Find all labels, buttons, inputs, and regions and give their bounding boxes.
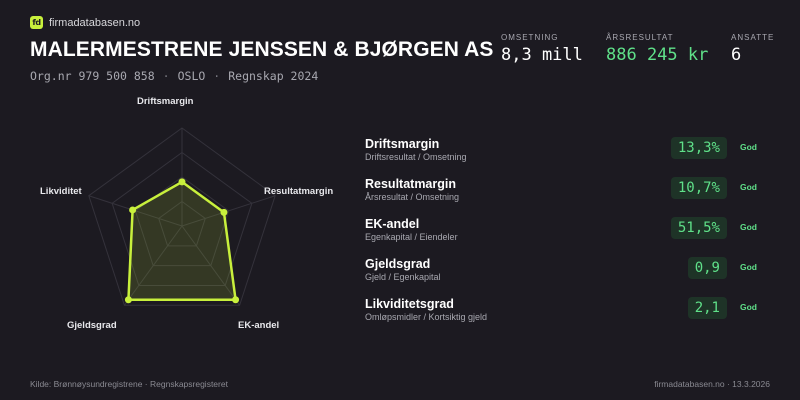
metric-value: 13,3% (670, 137, 727, 159)
radar-grid-spoke (181, 225, 241, 306)
org-label: Org.nr (30, 69, 72, 83)
metric-rating-badge: God (740, 302, 757, 312)
metric-name: EK-andel (365, 217, 420, 231)
radar-grid-spoke (123, 225, 183, 306)
metric-description: Egenkapital / Eiendeler (365, 232, 458, 242)
metric-rating-badge: God (740, 262, 757, 272)
radar-grid (88, 127, 276, 306)
radar-grid-ring-3 (111, 151, 253, 286)
company-meta: Org.nr 979 500 858 · OSLO · Regnskap 2024 (30, 69, 319, 83)
metric-value: 2,1 (687, 297, 727, 319)
metric-rating-badge: God (740, 142, 757, 152)
kpi-ansatte: ANSATTE 6 (731, 33, 774, 65)
metric-description: Årsresultat / Omsetning (365, 192, 460, 202)
kpi-value: 6 (731, 45, 742, 65)
firmadatabasen-logo-icon: fd (30, 16, 43, 29)
radar-data (124, 178, 240, 304)
kpi-value: 8,3 mill (501, 45, 583, 65)
metric-name: Likviditetsgrad (365, 297, 454, 311)
metric-value: 0,9 (687, 257, 727, 279)
org-number: 979 500 858 (78, 69, 155, 83)
metric-name: Gjeldsgrad (365, 257, 431, 271)
company-name: MALERMESTRENE JENSSEN & BJØRGEN AS (30, 38, 494, 61)
radar-grid-ring-1 (158, 200, 206, 247)
radar-point-driftsmargin (178, 178, 186, 186)
kpi-arsresultat: ÅRSRESULTAT 886 245 kr (606, 33, 708, 65)
brand-name: firmadatabasen.no (49, 16, 141, 29)
radar-area (127, 180, 237, 301)
radar-axis-driftsmargin: Driftsmargin (137, 96, 194, 107)
metric-likviditetsgrad: Likviditetsgrad Omløpsmidler / Kortsikti… (365, 297, 765, 329)
kpi-label: ANSATTE (731, 33, 775, 42)
kpi-value: 886 245 kr (606, 45, 709, 65)
radar-axis-likviditet: Likviditet (40, 186, 82, 197)
metric-rating-badge: God (740, 222, 757, 232)
metric-value: 51,5% (670, 217, 727, 239)
radar-grid-ring-4 (88, 127, 276, 306)
radar-chart (88, 127, 276, 306)
metric-rating-badge: God (740, 182, 757, 192)
metric-ek-andel: EK-andel Egenkapital / Eiendeler 51,5% G… (365, 217, 765, 249)
metric-name: Driftsmargin (365, 137, 440, 151)
radar-axis-ek-andel: EK-andel (238, 320, 280, 331)
footer-source: Kilde: Brønnøysundregistrene · Regnskaps… (30, 379, 228, 389)
kpi-label: ÅRSRESULTAT (606, 33, 674, 42)
kpi-label: OMSETNING (501, 33, 559, 42)
radar-grid-spoke (181, 195, 276, 227)
metric-description: Gjeld / Egenkapital (365, 272, 441, 282)
kpi-omsetning: OMSETNING 8,3 mill (501, 33, 583, 65)
radar-point-likviditet (129, 206, 137, 214)
radar-axis-gjeldsgrad: Gjeldsgrad (67, 320, 117, 331)
metric-description: Omløpsmidler / Kortsiktig gjeld (365, 312, 488, 322)
company-city: OSLO (177, 69, 206, 83)
radar-axis-resultatmargin: Resultatmargin (264, 186, 334, 197)
metric-gjeldsgrad: Gjeldsgrad Gjeld / Egenkapital 0,9 God (365, 257, 765, 289)
radar-point-gjeldsgrad (124, 296, 132, 304)
radar-point-resultatmargin (220, 208, 228, 216)
metric-driftsmargin: Driftsmargin Driftsresultat / Omsetning … (365, 137, 765, 169)
metric-value: 10,7% (670, 177, 727, 199)
metric-name: Resultatmargin (365, 177, 456, 191)
metric-resultatmargin: Resultatmargin Årsresultat / Omsetning 1… (365, 177, 765, 209)
accounting-period: Regnskap 2024 (228, 69, 319, 83)
brand: fd firmadatabasen.no (30, 16, 140, 29)
radar-point-ek-andel (232, 296, 240, 304)
metric-description: Driftsresultat / Omsetning (365, 152, 467, 162)
footer-site-date: firmadatabasen.no · 13.3.2026 (654, 379, 770, 389)
